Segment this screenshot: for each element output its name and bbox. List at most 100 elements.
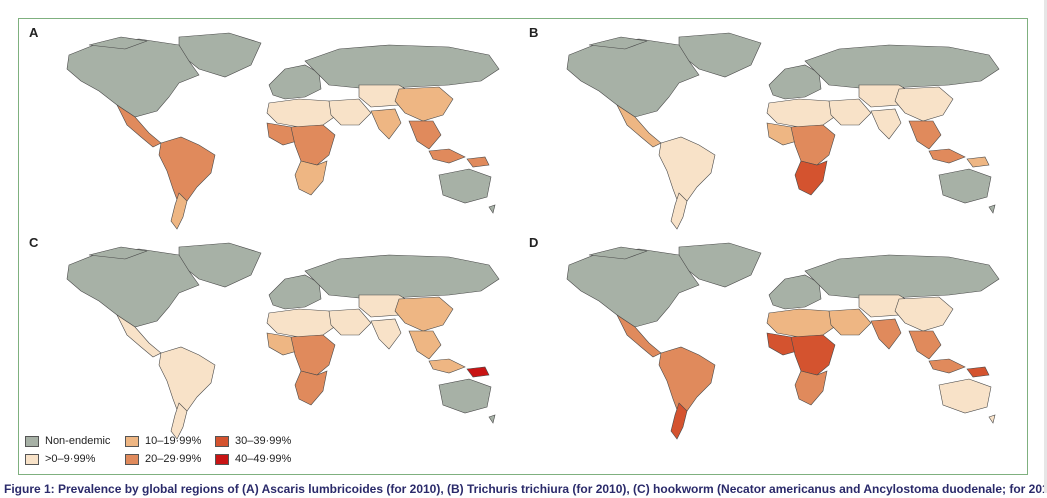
region-na_af xyxy=(266,308,338,338)
region-na xyxy=(588,246,648,260)
region-ch xyxy=(894,86,954,122)
legend-swatch xyxy=(125,435,139,447)
region-sa_af xyxy=(794,160,828,196)
region-ca_af xyxy=(790,124,836,166)
region-na xyxy=(66,248,200,328)
legend-label: Non-endemic xyxy=(45,435,111,447)
legend-item-0-9: >0–9·99% xyxy=(25,451,95,467)
region-sea xyxy=(908,330,942,360)
region-na xyxy=(588,36,648,50)
figure-frame: A B C D Non-endemic >0–9·99% 10–19·99% 2… xyxy=(18,18,1028,475)
region-sa_south xyxy=(170,402,188,440)
panel-letter-a: A xyxy=(29,25,39,40)
region-sa xyxy=(658,136,716,206)
region-na xyxy=(88,246,148,260)
region-sa_af xyxy=(294,160,328,196)
region-ca xyxy=(616,314,662,358)
page-edge xyxy=(1044,0,1047,493)
region-ru xyxy=(304,254,500,300)
region-au xyxy=(488,414,496,424)
region-me xyxy=(828,308,872,336)
region-wa_af xyxy=(766,332,798,356)
region-sa_south xyxy=(670,192,688,230)
legend-swatch xyxy=(125,453,139,465)
region-eu xyxy=(768,64,822,100)
region-ca_af xyxy=(290,124,336,166)
legend-swatch xyxy=(25,453,39,465)
region-ch xyxy=(394,296,454,332)
world-map-b xyxy=(566,32,1000,230)
legend-swatch xyxy=(215,453,229,465)
region-sa xyxy=(158,346,216,416)
map-panel-b: B xyxy=(529,25,1019,233)
legend-swatch xyxy=(215,435,229,447)
region-sa_af xyxy=(794,370,828,406)
region-ch xyxy=(894,296,954,332)
region-sea xyxy=(908,120,942,150)
map-panel-c: C xyxy=(29,235,519,443)
region-au xyxy=(988,204,996,214)
legend-label: 10–19·99% xyxy=(145,435,202,447)
region-sea xyxy=(408,330,442,360)
region-wa_af xyxy=(766,122,798,146)
region-in xyxy=(870,318,902,350)
figure-caption: Figure 1: Prevalence by global regions o… xyxy=(4,482,1044,496)
region-ru xyxy=(804,254,1000,300)
region-ca_af xyxy=(790,334,836,376)
region-na_af xyxy=(766,308,838,338)
legend-label: 40–49·99% xyxy=(235,453,292,465)
region-wa_af xyxy=(266,332,298,356)
region-eu xyxy=(268,64,322,100)
legend-swatch xyxy=(25,435,39,447)
region-in xyxy=(370,108,402,140)
region-ca xyxy=(116,104,162,148)
legend-item-20-29: 20–29·99% xyxy=(125,451,201,467)
region-eu xyxy=(268,274,322,310)
region-me xyxy=(828,98,872,126)
world-map-c xyxy=(66,242,500,440)
legend: Non-endemic >0–9·99% 10–19·99% 20–29·99%… xyxy=(25,433,315,469)
region-sea xyxy=(428,358,466,374)
region-png xyxy=(966,156,990,168)
region-ch xyxy=(394,86,454,122)
region-png xyxy=(966,366,990,378)
region-au xyxy=(988,414,996,424)
legend-item-non-endemic: Non-endemic xyxy=(25,433,110,449)
region-sea xyxy=(928,358,966,374)
region-me xyxy=(328,308,372,336)
region-wa_af xyxy=(266,122,298,146)
region-sea xyxy=(408,120,442,150)
legend-label: >0–9·99% xyxy=(45,453,96,465)
region-na xyxy=(566,248,700,328)
region-sa_south xyxy=(670,402,688,440)
region-ca xyxy=(116,314,162,358)
region-sa xyxy=(658,346,716,416)
region-na xyxy=(66,38,200,118)
legend-label: 30–39·99% xyxy=(235,435,292,447)
region-sa_af xyxy=(294,370,328,406)
region-au xyxy=(438,378,492,414)
region-ru xyxy=(804,44,1000,90)
region-eu xyxy=(768,274,822,310)
legend-label: 20–29·99% xyxy=(145,453,202,465)
region-sea xyxy=(928,148,966,164)
map-panel-d: D xyxy=(529,235,1019,443)
panel-letter-b: B xyxy=(529,25,539,40)
panel-letter-d: D xyxy=(529,235,539,250)
region-na_af xyxy=(266,98,338,128)
region-sea xyxy=(428,148,466,164)
legend-item-10-19: 10–19·99% xyxy=(125,433,201,449)
region-ru xyxy=(304,44,500,90)
region-na xyxy=(88,36,148,50)
region-me xyxy=(328,98,372,126)
legend-item-30-39: 30–39·99% xyxy=(215,433,291,449)
region-na_af xyxy=(766,98,838,128)
region-au xyxy=(438,168,492,204)
region-ca_af xyxy=(290,334,336,376)
region-sa_south xyxy=(170,192,188,230)
world-map-d xyxy=(566,242,1000,440)
legend-item-40-49: 40–49·99% xyxy=(215,451,291,467)
region-au xyxy=(938,168,992,204)
panel-letter-c: C xyxy=(29,235,39,250)
region-sa xyxy=(158,136,216,206)
